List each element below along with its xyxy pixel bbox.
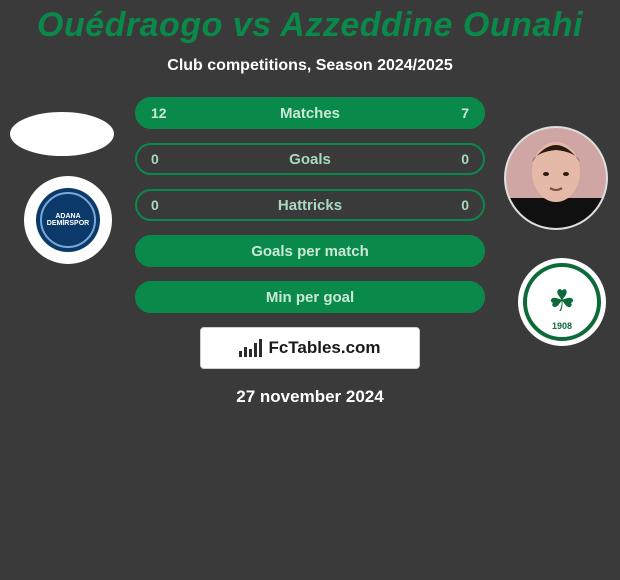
brand-suffix: .com [341, 338, 381, 357]
page-title: Ouédraogo vs Azzeddine Ounahi [0, 0, 620, 45]
stat-right-value: 7 [461, 105, 469, 121]
stat-label: Hattricks [278, 197, 342, 214]
comparison-card: Ouédraogo vs Azzeddine Ounahi Club compe… [0, 0, 620, 580]
stat-row-matches: 12 Matches 7 [135, 97, 485, 129]
brand-main: Tables [288, 338, 341, 357]
stat-right-value: 0 [461, 151, 469, 167]
stat-label: Goals [289, 151, 331, 168]
brand-prefix: Fc [268, 338, 288, 357]
stat-right-value: 0 [461, 197, 469, 213]
stat-row-mpg: Min per goal [135, 281, 485, 313]
brand-attribution[interactable]: FcTables.com [200, 327, 420, 369]
stat-row-gpm: Goals per match [135, 235, 485, 267]
stat-left-value: 0 [151, 151, 159, 167]
stat-label: Matches [280, 105, 340, 122]
stats-table: 12 Matches 7 0 Goals 0 0 Hattricks 0 Goa… [0, 97, 620, 313]
stat-row-hattricks: 0 Hattricks 0 [135, 189, 485, 221]
stat-left-value: 0 [151, 197, 159, 213]
bar-chart-icon [239, 339, 262, 357]
stat-left-value: 12 [151, 105, 167, 121]
stat-label: Goals per match [251, 243, 369, 260]
brand-text: FcTables.com [268, 338, 380, 358]
stat-label: Min per goal [266, 289, 354, 306]
date-text: 27 november 2024 [0, 387, 620, 407]
subtitle: Club competitions, Season 2024/2025 [0, 57, 620, 75]
stat-row-goals: 0 Goals 0 [135, 143, 485, 175]
